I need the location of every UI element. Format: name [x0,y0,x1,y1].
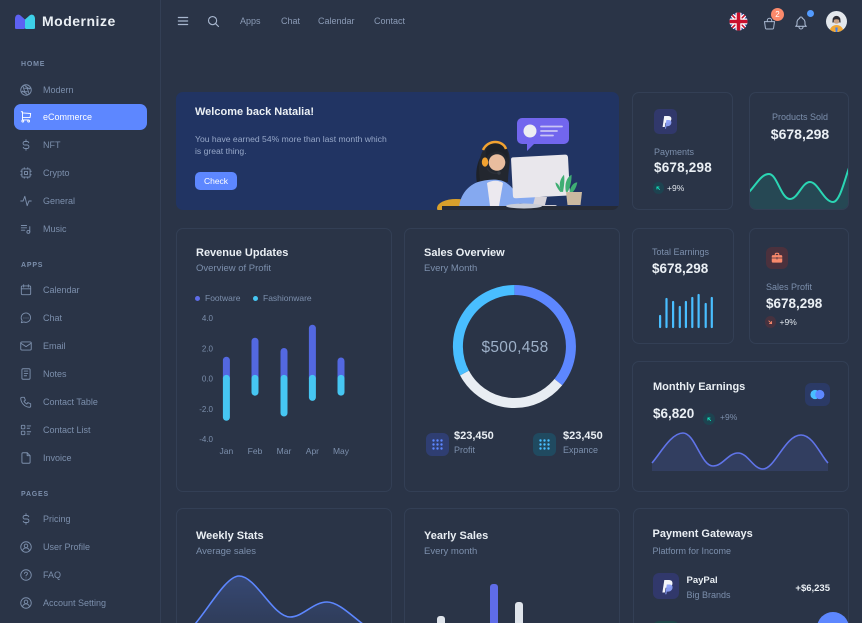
svg-text:-2.0: -2.0 [199,405,213,414]
svg-text:Mar: Mar [277,446,292,456]
svg-text:2.0: 2.0 [202,345,214,354]
svg-text:0.0: 0.0 [202,375,214,384]
svg-text:Apr: Apr [306,446,319,456]
svg-text:Jan: Jan [220,446,234,456]
svg-text:4.0: 4.0 [202,314,214,323]
svg-text:May: May [333,446,350,456]
svg-text:Feb: Feb [248,446,263,456]
svg-text:-4.0: -4.0 [199,435,213,444]
